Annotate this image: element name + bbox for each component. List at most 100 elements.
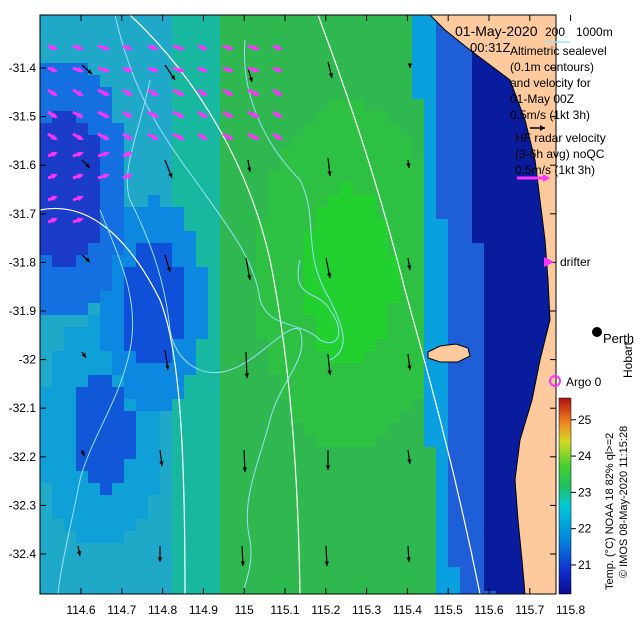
sst-cell	[520, 279, 532, 291]
sst-cell	[304, 363, 316, 375]
sst-cell	[124, 423, 136, 435]
sst-cell	[364, 399, 376, 411]
colorbar-tick-label: 25	[578, 413, 592, 427]
sst-cell	[40, 363, 52, 375]
sst-cell	[148, 531, 160, 543]
sst-cell	[400, 39, 412, 51]
sst-cell	[496, 411, 508, 423]
sst-cell	[388, 591, 400, 594]
sst-cell	[304, 555, 316, 567]
sst-cell	[376, 315, 388, 327]
sst-cell	[364, 195, 376, 207]
sst-cell	[40, 447, 52, 459]
sst-cell	[412, 255, 424, 267]
sst-cell	[52, 411, 64, 423]
sst-cell	[376, 279, 388, 291]
altimetry-arrow	[327, 353, 332, 376]
sst-cell	[304, 387, 316, 399]
sst-cell	[100, 243, 112, 255]
sst-cell	[40, 339, 52, 351]
sst-cell	[280, 459, 292, 471]
sst-cell	[484, 219, 496, 231]
sst-cell	[136, 387, 148, 399]
sst-cell	[364, 519, 376, 531]
sst-cell	[100, 483, 112, 495]
sst-cell	[112, 399, 124, 411]
sst-cell	[184, 255, 196, 267]
sst-cell	[304, 567, 316, 579]
sst-cell	[76, 399, 88, 411]
sst-cell	[424, 519, 436, 531]
sst-cell	[208, 195, 220, 207]
sst-cell	[304, 411, 316, 423]
sst-cell	[460, 87, 472, 99]
sst-cell	[148, 15, 160, 27]
hf-radar-arrow	[147, 110, 159, 119]
sst-cell	[148, 555, 160, 567]
sst-cell	[232, 15, 244, 27]
sst-cell	[412, 99, 424, 111]
sst-cell	[376, 387, 388, 399]
sst-cell	[496, 579, 508, 591]
sst-cell	[136, 567, 148, 579]
sst-cell	[304, 519, 316, 531]
rottnest-island	[427, 343, 471, 363]
hf-radar-arrow	[172, 110, 185, 119]
sst-cell	[52, 327, 64, 339]
sst-cell	[208, 519, 220, 531]
sst-cell	[256, 531, 268, 543]
sst-cell	[364, 279, 376, 291]
sst-cell	[52, 363, 64, 375]
sst-cell	[436, 531, 448, 543]
sst-cell	[388, 411, 400, 423]
sst-cell	[220, 555, 232, 567]
sst-cell	[412, 219, 424, 231]
sst-cell	[472, 147, 484, 159]
sst-cell	[280, 195, 292, 207]
sst-cell	[460, 375, 472, 387]
sst-cell	[232, 111, 244, 123]
sst-cell	[424, 219, 436, 231]
sst-cell	[184, 291, 196, 303]
sst-cell	[52, 555, 64, 567]
sst-cell	[136, 579, 148, 591]
sst-cell	[352, 399, 364, 411]
sst-cell	[136, 411, 148, 423]
sst-cell	[292, 411, 304, 423]
contour-200m-d	[57, 209, 134, 594]
sst-cell	[184, 591, 196, 594]
sst-cell	[40, 99, 52, 111]
sst-cell	[100, 327, 112, 339]
sst-cell	[244, 99, 256, 111]
sst-cell	[52, 243, 64, 255]
hf-radar-arrow	[197, 44, 208, 51]
sst-cell	[112, 339, 124, 351]
sst-cell	[328, 495, 340, 507]
sst-cell	[280, 207, 292, 219]
sst-cell	[460, 315, 472, 327]
sst-cell	[88, 111, 100, 123]
sst-cell	[196, 99, 208, 111]
sst-cell	[400, 27, 412, 39]
sst-cell	[460, 591, 472, 594]
sst-cell	[220, 423, 232, 435]
sst-cell	[304, 495, 316, 507]
sst-cell	[88, 243, 100, 255]
sst-cell	[148, 327, 160, 339]
sst-cell	[448, 87, 460, 99]
sst-cell	[88, 99, 100, 111]
hf-radar-arrow	[122, 132, 133, 141]
sst-cell	[292, 339, 304, 351]
y-tick: -32.1	[9, 401, 556, 415]
sst-cell	[412, 471, 424, 483]
sst-cell	[268, 423, 280, 435]
sst-cell	[484, 591, 496, 594]
sst-cell	[112, 243, 124, 255]
sst-cell	[340, 243, 352, 255]
sst-cell	[76, 303, 88, 315]
sst-cell	[520, 183, 532, 195]
sst-cell	[460, 183, 472, 195]
sst-cell	[436, 447, 448, 459]
sst-cell	[196, 291, 208, 303]
sst-cell	[424, 447, 436, 459]
